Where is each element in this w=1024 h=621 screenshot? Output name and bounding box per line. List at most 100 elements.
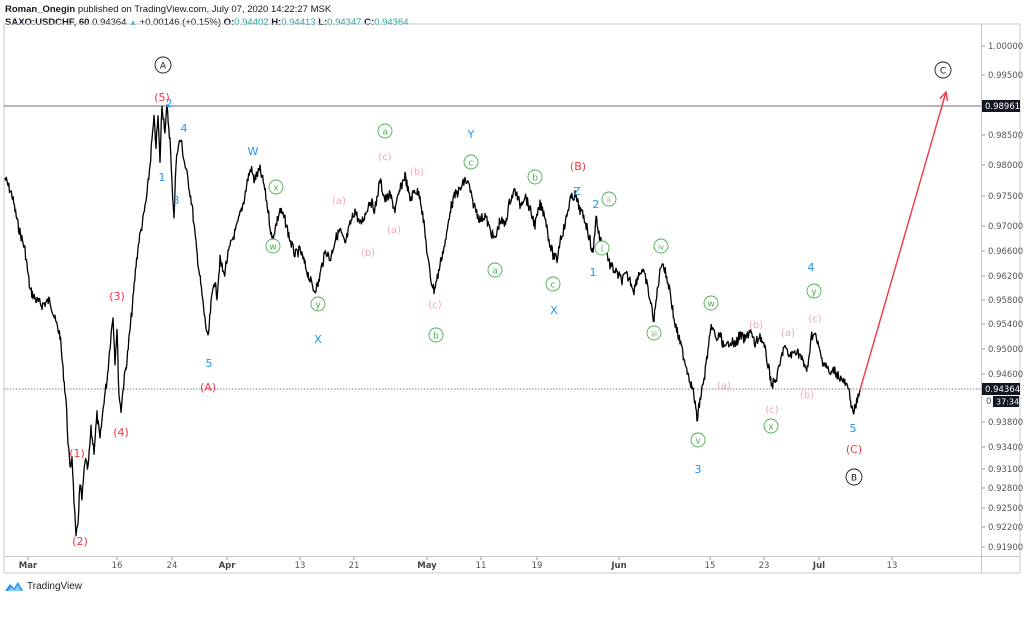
svg-text:(a): (a)	[332, 196, 346, 207]
time-tick-label: May	[417, 561, 437, 571]
price-tick-label: 0.98500	[988, 131, 1023, 141]
wave-label: (c)	[428, 300, 441, 311]
svg-text:2: 2	[593, 198, 600, 211]
symbol-name[interactable]: SAXO:USDCHF, 60	[5, 17, 90, 28]
time-tick-label: 13	[295, 561, 306, 571]
time-tick-label: Mar	[19, 561, 38, 571]
hline-price-text: 0.98961	[985, 102, 1020, 112]
wave-label: (3)	[109, 290, 125, 303]
author-name[interactable]: Roman_Onegin	[5, 4, 76, 15]
wave-label: y	[310, 296, 326, 312]
svg-text:Y: Y	[467, 128, 475, 141]
tradingview-footer[interactable]: TradingView	[4, 580, 82, 592]
svg-text:(1): (1)	[69, 447, 85, 460]
svg-text:(c): (c)	[428, 300, 441, 311]
symbol-line: SAXO:USDCHF, 60 0.94364 ▲ +0.00146 (+0.1…	[5, 16, 409, 29]
publish-line: Roman_Onegin published on TradingView.co…	[5, 3, 409, 16]
projection-arrow[interactable]	[859, 90, 949, 391]
svg-text:(A): (A)	[200, 381, 216, 394]
close-value: 0.94364	[374, 17, 409, 28]
svg-text:X: X	[550, 304, 558, 317]
price-axis[interactable]: 1.00000 0.99500 0.98500 0.98000 0.97500 0.970…	[982, 42, 1023, 553]
wave-label: c	[545, 276, 561, 292]
wave-label: (A)	[200, 381, 216, 394]
price-series	[4, 104, 861, 537]
time-axis[interactable]: Mar 16 24 Apr 13 21 May 11 19 Jun 15 23 Jul 13	[19, 557, 898, 571]
wave-label: 4	[181, 122, 188, 135]
svg-text:(a): (a)	[781, 328, 795, 339]
price-chart[interactable]: 1.00000 0.99500 0.98500 0.98000 0.97500 0.970…	[3, 23, 1024, 621]
price-tick-label: 0.94600	[988, 370, 1023, 380]
wave-label: X	[550, 304, 558, 317]
up-arrow-icon: ▲	[129, 18, 138, 27]
price-tick-label: 0.95400	[988, 320, 1023, 330]
price-tick-label: 0.95800	[988, 296, 1023, 306]
svg-text:5: 5	[206, 357, 213, 370]
wave-label: (b)	[800, 390, 814, 401]
svg-text:2: 2	[166, 97, 173, 110]
wave-label: v	[690, 432, 706, 448]
wave-label: iii	[646, 325, 662, 341]
wave-label: (B)	[570, 160, 586, 173]
wave-label: C	[934, 61, 952, 79]
wave-label: (a)	[717, 381, 731, 392]
svg-text:(c): (c)	[808, 314, 821, 325]
price-tick-label: 0.93400	[988, 443, 1023, 453]
svg-text:x: x	[273, 183, 279, 193]
price-tick-label: 0.96200	[988, 272, 1023, 282]
svg-text:(c): (c)	[765, 405, 778, 416]
wave-label: x	[763, 418, 779, 434]
wave-label: a	[377, 123, 393, 139]
wave-label: (b)	[749, 320, 763, 331]
price-tick-label: 0.92500	[988, 504, 1023, 514]
open-label: O:	[223, 17, 235, 28]
svg-text:W: W	[248, 145, 259, 158]
wave-label: w	[703, 295, 719, 311]
wave-label: W	[248, 145, 259, 158]
svg-text:4: 4	[181, 122, 188, 135]
wave-label: 2	[166, 97, 173, 110]
low-value: 0.94347	[327, 17, 362, 28]
chart-header: Roman_Onegin published on TradingView.co…	[5, 3, 409, 29]
wave-label: B	[845, 468, 863, 486]
wave-label: b	[527, 169, 543, 185]
wave-label: x	[268, 179, 284, 195]
svg-text:b: b	[532, 173, 538, 183]
wave-label: 2	[593, 198, 600, 211]
svg-text:(c): (c)	[378, 152, 391, 163]
svg-text:(b): (b)	[410, 167, 424, 178]
svg-text:(2): (2)	[72, 535, 88, 548]
wave-label: ii	[601, 191, 617, 207]
svg-text:4: 4	[808, 261, 815, 274]
elliott-wave-labels: A(5)2413(3)5(A)(4)(1)(2)WxwyX(a)(b)a(c)(…	[69, 56, 952, 548]
svg-text:b: b	[433, 331, 439, 341]
wave-label: (1)	[69, 447, 85, 460]
svg-text:c: c	[469, 158, 474, 168]
wave-label: Z	[573, 185, 581, 198]
time-tick-label: 16	[112, 561, 123, 571]
price-tick-label: 1.00000	[988, 42, 1023, 52]
svg-text:1: 1	[590, 266, 597, 279]
last-price-text: 0.94364	[985, 385, 1020, 395]
svg-text:w: w	[707, 299, 714, 309]
svg-text:iii: iii	[651, 330, 657, 338]
svg-text:(b): (b)	[800, 390, 814, 401]
svg-text:(5): (5)	[154, 91, 170, 104]
wave-label: Y	[467, 128, 475, 141]
wave-label: (C)	[846, 443, 862, 456]
svg-text:(b): (b)	[749, 320, 763, 331]
svg-text:(C): (C)	[846, 443, 862, 456]
svg-text:i: i	[601, 244, 604, 254]
price-tick-label: 0.96600	[988, 247, 1023, 257]
wave-label: 4	[808, 261, 815, 274]
time-tick-label: Jul	[812, 561, 825, 571]
wave-label: w	[265, 238, 281, 254]
chart-frame[interactable]: 1.00000 0.99500 0.98500 0.98000 0.97500 0.970…	[3, 23, 1023, 574]
publish-info: published on TradingView.com, July 07, 2…	[77, 4, 332, 15]
last-price-line: 0.94364 0 37:34	[4, 383, 1020, 407]
wave-label: (c)	[765, 405, 778, 416]
svg-text:C: C	[940, 66, 946, 76]
bar-countdown-text: 37:34	[996, 398, 1019, 407]
wave-label: 5	[206, 357, 213, 370]
time-tick-label: 24	[167, 561, 178, 571]
